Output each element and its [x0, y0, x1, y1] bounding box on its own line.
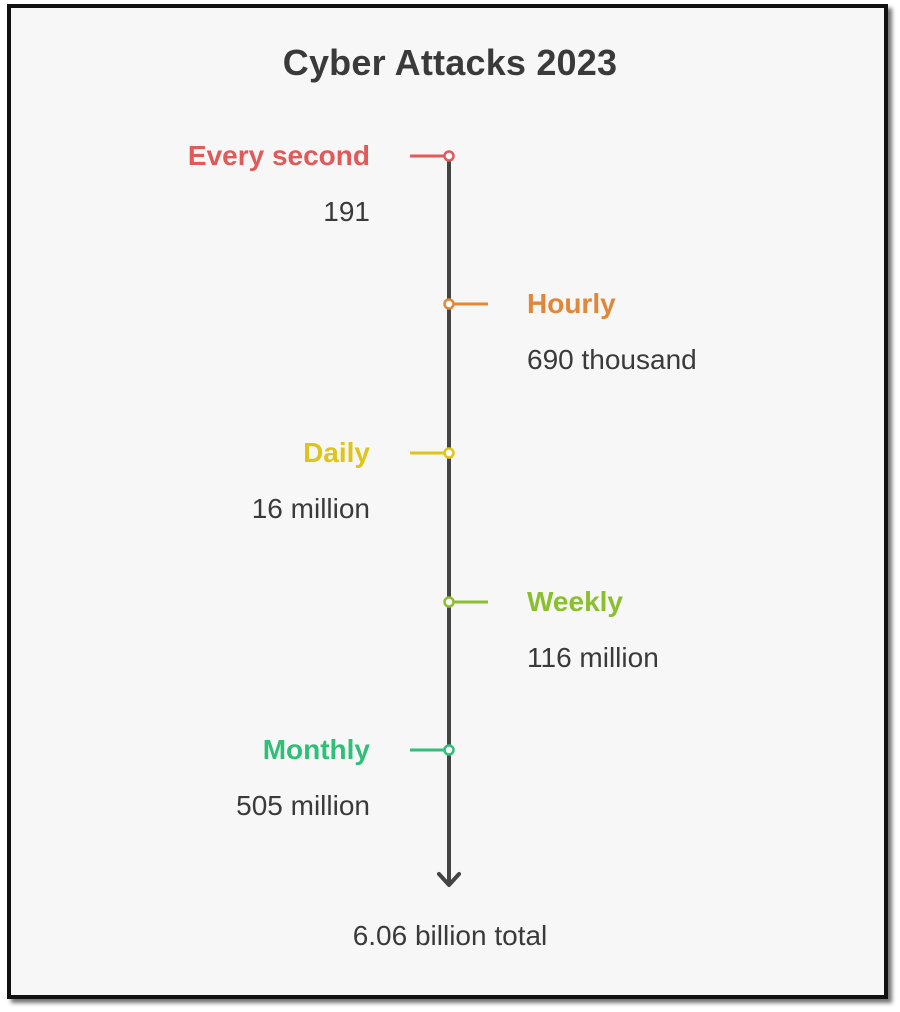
node-4 — [443, 744, 455, 756]
milestone-value-daily: 16 million — [251, 493, 370, 524]
milestone-label-weekly: Weekly — [527, 586, 623, 617]
milestone-value-every-second: 191 — [323, 196, 370, 227]
total-caption: 6.06 billion total — [352, 920, 548, 951]
milestone-marker-1 — [443, 298, 488, 310]
milestone-value-monthly: 505 million — [236, 790, 370, 821]
milestone-value-hourly: 690 thousand — [527, 344, 697, 375]
timeline-arrowhead — [437, 872, 461, 887]
diagram-title: Cyber Attacks 2023 — [282, 42, 618, 83]
milestone-label-every-second: Every second — [187, 140, 370, 171]
milestone-marker-0 — [410, 150, 455, 162]
milestone-marker-2 — [410, 447, 455, 459]
milestone-label-daily: Daily — [303, 437, 370, 468]
node-3 — [443, 596, 455, 608]
milestone-marker-4 — [410, 744, 455, 756]
milestone-label-monthly: Monthly — [262, 734, 370, 765]
milestone-marker-3 — [443, 596, 488, 608]
milestone-value-weekly: 116 million — [527, 642, 659, 673]
node-1 — [443, 298, 455, 310]
node-2 — [443, 447, 455, 459]
node-0 — [443, 150, 455, 162]
milestone-label-hourly: Hourly — [527, 288, 616, 319]
